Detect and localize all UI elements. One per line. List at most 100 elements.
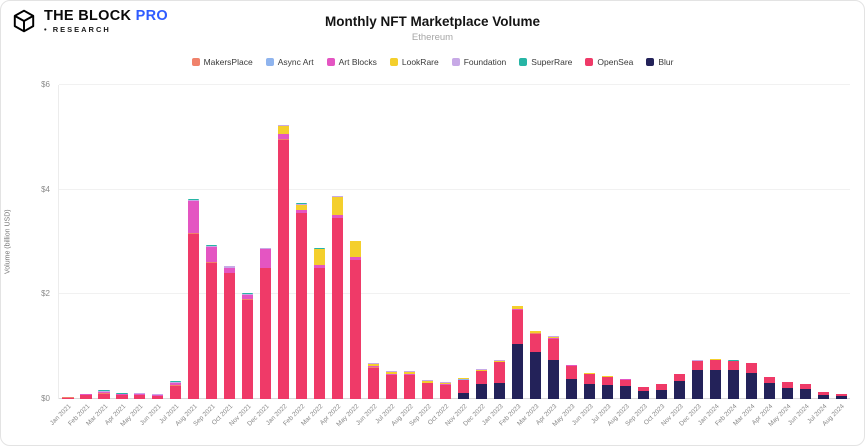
- bar-segment: [476, 369, 488, 371]
- bar-column[interactable]: May 2023: [551, 85, 581, 428]
- bar-column[interactable]: Jun 2021: [139, 85, 167, 427]
- legend-item-makersplace[interactable]: MakersPlace: [191, 57, 253, 67]
- bar-column[interactable]: Jan 2022: [265, 85, 293, 427]
- bar-segment: [152, 396, 164, 399]
- legend-item-opensea[interactable]: OpenSea: [585, 57, 633, 67]
- bar-segment: [655, 384, 668, 390]
- bar-column[interactable]: Aug 2021: [174, 85, 203, 428]
- bar-segment: [80, 394, 92, 396]
- legend-label: Async Art: [277, 57, 314, 67]
- bar-segment: [278, 124, 290, 126]
- gridline: [59, 84, 850, 85]
- chart-subtitle: Ethereum: [411, 32, 454, 43]
- bar-segment: [296, 203, 308, 204]
- bar-column[interactable]: Feb 2024: [714, 85, 742, 427]
- bar-segment: [350, 257, 362, 260]
- bar-segment: [422, 383, 434, 399]
- legend-item-superrare[interactable]: SuperRare: [519, 57, 572, 67]
- bar-segment: [170, 382, 182, 386]
- bar-segment: [242, 299, 254, 300]
- bar-column[interactable]: Oct 2022: [427, 85, 455, 427]
- bar-column[interactable]: Jul 2021: [159, 85, 185, 425]
- bar-segment: [817, 392, 829, 395]
- bar-segment: [116, 392, 128, 394]
- legend-swatch: [451, 58, 460, 66]
- bar-column[interactable]: Jan 2021: [49, 85, 77, 427]
- bar-column[interactable]: Apr 2021: [103, 85, 131, 427]
- bar-column[interactable]: Apr 2023: [535, 85, 563, 427]
- bar-column[interactable]: Mar 2022: [300, 85, 329, 427]
- bar-segment: [530, 351, 542, 399]
- bar-column[interactable]: Jun 2023: [571, 85, 599, 427]
- bar-column[interactable]: Feb 2022: [282, 85, 311, 427]
- bar-segment: [260, 247, 272, 249]
- bar-column[interactable]: Nov 2022: [444, 85, 473, 428]
- bar-segment: [637, 391, 650, 399]
- bar-segment: [763, 383, 775, 399]
- bar-column[interactable]: Mar 2024: [732, 85, 760, 427]
- legend-item-art-blocks[interactable]: Art Blocks: [326, 57, 377, 67]
- y-axis-ticks: $0 $2 $4 $6: [27, 80, 53, 403]
- bar-segment: [350, 240, 362, 242]
- bar-column[interactable]: Dec 2022: [462, 85, 491, 428]
- stacked-bar: [188, 198, 200, 399]
- bar-column[interactable]: Oct 2021: [211, 85, 239, 427]
- bar-segment: [440, 382, 452, 385]
- bar-column[interactable]: May 2022: [336, 85, 365, 428]
- bar-column[interactable]: Jan 2023: [481, 85, 509, 427]
- bar-column[interactable]: Jul 2024: [806, 85, 832, 425]
- bar-column[interactable]: Aug 2024: [822, 85, 850, 428]
- bar-column[interactable]: Jun 2022: [355, 85, 383, 427]
- legend-item-lookrare[interactable]: LookRare: [389, 57, 439, 67]
- bar-column[interactable]: Aug 2022: [390, 85, 419, 428]
- bar-column[interactable]: Sep 2022: [408, 85, 437, 428]
- bar-column[interactable]: Apr 2022: [319, 85, 347, 427]
- bar-segment: [565, 366, 578, 380]
- bar-segment: [601, 377, 614, 385]
- legend-item-foundation[interactable]: Foundation: [451, 57, 506, 67]
- bar-segment: [224, 266, 236, 268]
- bar-column[interactable]: Sep 2023: [624, 85, 653, 428]
- bar-column[interactable]: Aug 2023: [606, 85, 635, 428]
- bar-column[interactable]: Sep 2021: [192, 85, 221, 428]
- bar-column[interactable]: May 2024: [767, 85, 796, 428]
- bar-segment: [296, 213, 308, 399]
- bar-segment: [368, 366, 380, 368]
- bar-column[interactable]: Mar 2021: [85, 85, 113, 427]
- bar-segment: [565, 364, 578, 366]
- bar-column[interactable]: Jun 2024: [786, 85, 814, 427]
- legend-label: MakersPlace: [203, 57, 253, 67]
- bar-column[interactable]: Feb 2021: [67, 85, 95, 427]
- bar-segment: [583, 373, 596, 385]
- legend-item-async-art[interactable]: Async Art: [265, 57, 314, 67]
- bar-column[interactable]: Nov 2021: [228, 85, 257, 428]
- bar-column[interactable]: Feb 2023: [498, 85, 527, 427]
- bar-column[interactable]: Jul 2023: [590, 85, 617, 425]
- bar-column[interactable]: Dec 2021: [246, 85, 275, 428]
- bar-column[interactable]: Dec 2023: [678, 85, 706, 428]
- legend-swatch: [585, 58, 594, 66]
- stacked-bar: [80, 393, 92, 399]
- bar-segment: [62, 397, 74, 399]
- legend-label: Art Blocks: [338, 57, 377, 67]
- bar-column[interactable]: Nov 2023: [660, 85, 688, 428]
- stacked-bar: [763, 376, 775, 399]
- bar-segment: [134, 395, 146, 399]
- bar-column[interactable]: May 2021: [120, 85, 149, 428]
- bar-column[interactable]: Mar 2023: [516, 85, 545, 427]
- bar-column[interactable]: Oct 2023: [643, 85, 670, 427]
- bar-column[interactable]: Apr 2024: [751, 85, 778, 427]
- legend-item-blur[interactable]: Blur: [646, 57, 673, 67]
- bar-column[interactable]: Jan 2024: [697, 85, 724, 427]
- bar-segment: [296, 204, 308, 205]
- bar-segment: [188, 233, 200, 235]
- bar-segment: [332, 196, 344, 197]
- bar-column[interactable]: Jul 2022: [374, 85, 401, 425]
- bar-segment: [134, 394, 146, 396]
- bar-segment: [619, 385, 632, 399]
- bar-segment: [350, 259, 362, 261]
- bar-segment: [476, 371, 488, 385]
- stacked-bar: [476, 369, 488, 399]
- brand-research: • RESEARCH: [44, 25, 111, 34]
- bar-segment: [152, 393, 164, 395]
